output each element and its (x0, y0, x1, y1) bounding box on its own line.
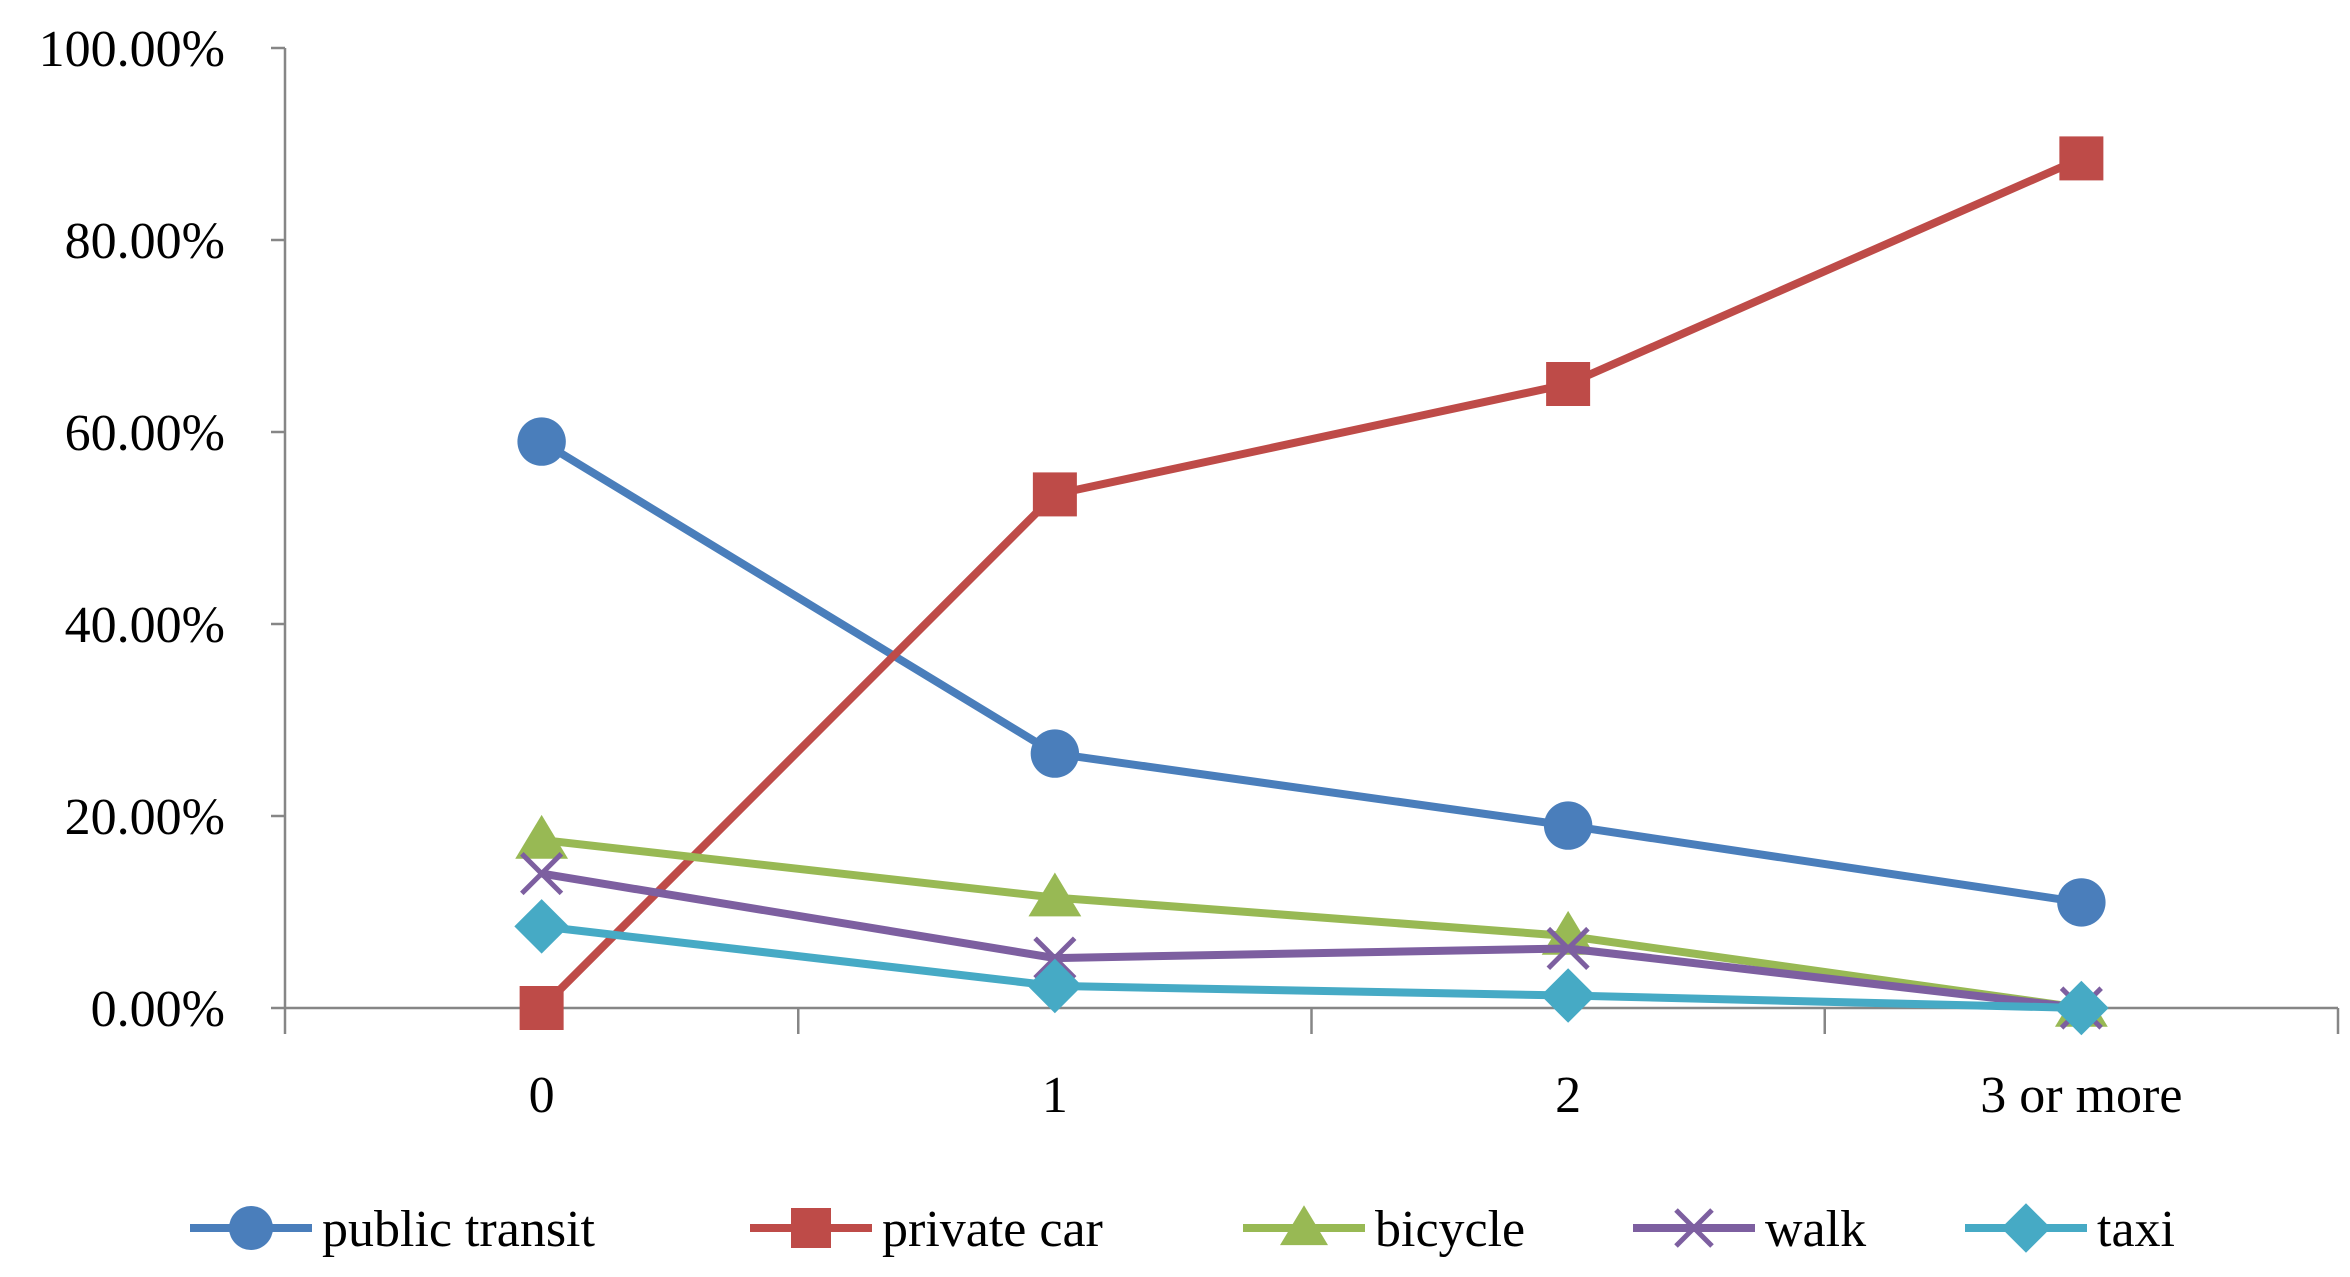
x-tick-label: 0 (529, 1067, 555, 1124)
data-point-private-car (1032, 472, 1077, 517)
legend-label-taxi: taxi (2097, 1201, 2175, 1258)
data-point-taxi (1027, 958, 1083, 1014)
data-point-taxi (1540, 968, 1596, 1023)
y-tick-label: 20.00% (65, 789, 225, 846)
y-tick-label: 40.00% (65, 597, 225, 654)
x-tick-label: 1 (1042, 1067, 1068, 1124)
y-tick-label: 100.00% (39, 21, 225, 78)
legend-label-public-transit: public transit (322, 1201, 596, 1258)
data-point-private-car (1546, 362, 1591, 406)
series-line-taxi (541, 922, 2082, 1012)
legend-item-public-transit: public transit (190, 1201, 596, 1258)
data-point-public-transit (1543, 801, 1593, 850)
data-point-bicycle (515, 814, 569, 859)
legend-label-walk: walk (1765, 1201, 1866, 1258)
y-tick-label: 80.00% (65, 213, 225, 270)
data-point-taxi (514, 899, 569, 954)
data-point-walk (1033, 936, 1077, 980)
data-point-private-car (519, 986, 564, 1030)
legend-label-private-car: private car (882, 1201, 1103, 1258)
data-point-walk (520, 852, 564, 896)
series-bicycle (515, 814, 2108, 1027)
legend-item-taxi: taxi (1965, 1201, 2175, 1258)
data-point-bicycle (1028, 872, 1082, 917)
data-point-private-car (2059, 136, 2104, 181)
series-line-public-transit (539, 438, 2082, 907)
y-tick-label: 60.00% (65, 405, 225, 462)
legend-item-walk: walk (1633, 1201, 1866, 1258)
data-point-bicycle (1541, 910, 1595, 955)
legend-item-bicycle: bicycle (1243, 1201, 1525, 1258)
series-line-private-car (538, 154, 2083, 1011)
legend-marker-walk (1674, 1208, 1714, 1248)
series-lines (514, 136, 2109, 1036)
series-private-car (519, 136, 2104, 1030)
legend: public transit private car bicycle walk taxi (190, 1201, 2175, 1258)
data-point-public-transit (1030, 729, 1080, 778)
legend-label-bicycle: bicycle (1375, 1201, 1525, 1258)
axes: 0.00% 20.00% 40.00% 60.00% 80.00% 100.00% 0 1 2 3… (39, 21, 2340, 1124)
series-line-walk (540, 869, 2082, 1012)
legend-marker-taxi (2001, 1203, 2051, 1253)
series-public-transit (517, 417, 2106, 927)
legend-marker-bicycle (1280, 1205, 1328, 1246)
series-taxi (514, 899, 2109, 1036)
data-point-walk (1546, 926, 1590, 971)
legend-marker-private-car (791, 1208, 831, 1248)
data-point-public-transit (517, 417, 566, 466)
x-tick-label: 2 (1555, 1067, 1581, 1124)
y-tick-label: 0.00% (91, 981, 225, 1038)
legend-marker-public-transit (229, 1206, 273, 1250)
x-tick-label: 3 or more (1980, 1067, 2182, 1124)
legend-item-private-car: private car (750, 1201, 1103, 1258)
data-point-taxi (2054, 980, 2109, 1036)
data-point-public-transit (2057, 878, 2106, 927)
series-line-bicycle (541, 836, 2082, 1012)
